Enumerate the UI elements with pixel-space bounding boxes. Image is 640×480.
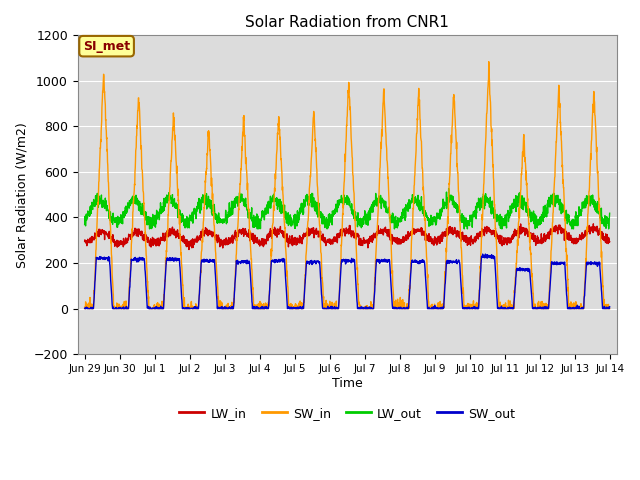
LW_out [445, 186, 452, 192]
SW_in [500, 302, 508, 308]
LW_out [362, 222, 370, 228]
LW_in [559, 229, 567, 235]
LW_in [81, 238, 88, 244]
SW_out [362, 306, 370, 312]
Text: SI_met: SI_met [83, 40, 130, 53]
SW_in [374, 224, 381, 230]
X-axis label: Time: Time [332, 377, 363, 390]
LW_out [575, 214, 582, 219]
LW_out [146, 226, 154, 232]
Y-axis label: Solar Radiation (W/m2): Solar Radiation (W/m2) [15, 122, 28, 267]
SW_in [574, 304, 582, 310]
LW_out [606, 210, 614, 216]
SW_out [479, 251, 486, 257]
LW_out [227, 206, 235, 212]
LW_in [500, 241, 508, 247]
SW_out [374, 257, 381, 263]
LW_in [362, 240, 370, 246]
SW_in [81, 306, 88, 312]
SW_out [575, 306, 582, 312]
SW_out [227, 306, 235, 312]
LW_in [574, 239, 582, 245]
SW_out [81, 306, 89, 312]
SW_out [500, 306, 508, 312]
LW_in [227, 237, 235, 242]
LW_in [185, 247, 193, 252]
Line: SW_in: SW_in [84, 62, 610, 309]
SW_in [606, 306, 614, 312]
Line: LW_out: LW_out [84, 189, 610, 229]
Line: LW_in: LW_in [84, 224, 610, 250]
LW_in [606, 239, 614, 244]
SW_in [485, 59, 493, 65]
LW_out [560, 209, 568, 215]
SW_in [227, 306, 235, 312]
Title: Solar Radiation from CNR1: Solar Radiation from CNR1 [245, 15, 449, 30]
SW_in [362, 303, 370, 309]
SW_out [81, 305, 88, 311]
SW_out [560, 262, 568, 267]
SW_in [559, 185, 567, 191]
Legend: LW_in, SW_in, LW_out, SW_out: LW_in, SW_in, LW_out, SW_out [174, 402, 520, 425]
LW_out [81, 221, 88, 227]
LW_in [374, 227, 381, 233]
LW_out [374, 195, 381, 201]
LW_in [589, 221, 597, 227]
SW_out [606, 304, 614, 310]
LW_out [500, 223, 508, 228]
Line: SW_out: SW_out [84, 254, 610, 309]
